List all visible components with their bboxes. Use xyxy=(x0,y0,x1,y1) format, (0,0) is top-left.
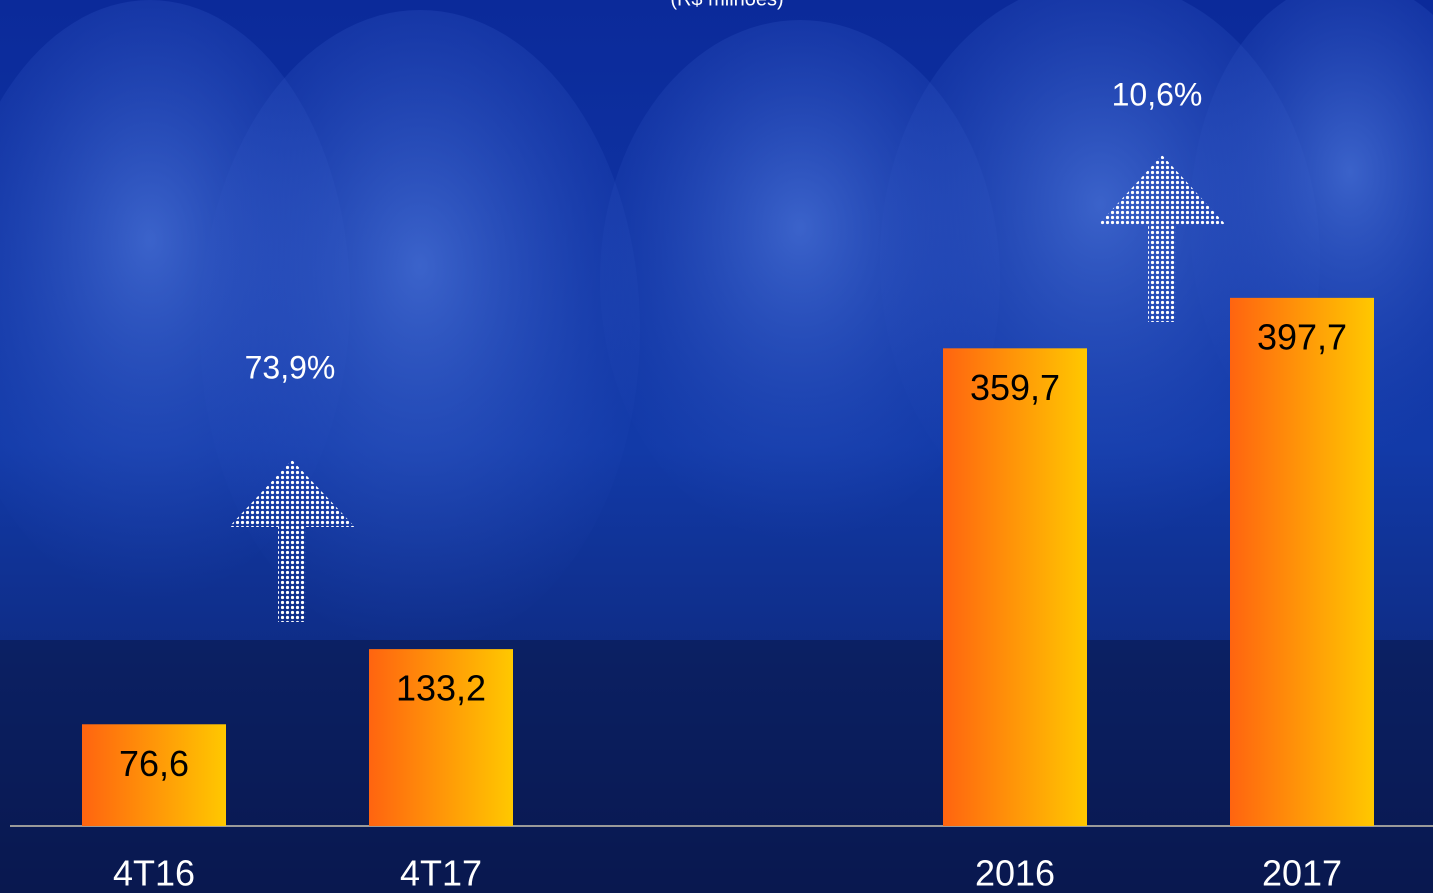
subtitle: (R$ milhões) xyxy=(670,0,783,10)
annotation: 73,9% xyxy=(245,349,336,385)
arrow-up xyxy=(229,460,355,622)
x-tick-label: 2017 xyxy=(1262,853,1342,893)
x-tick-label: 2016 xyxy=(975,853,1055,893)
arrow-up xyxy=(1098,155,1226,322)
bar xyxy=(369,649,513,826)
bar xyxy=(82,724,226,826)
x-tick-label: 4T16 xyxy=(113,853,195,893)
value-label: 359,7 xyxy=(970,367,1060,408)
x-tick-label: 4T17 xyxy=(400,853,482,893)
value-label: 133,2 xyxy=(396,668,486,709)
bar xyxy=(1230,297,1374,827)
bar xyxy=(943,348,1087,826)
value-label: 397,7 xyxy=(1257,316,1347,357)
value-label: 76,6 xyxy=(119,743,189,784)
annotation: 10,6% xyxy=(1112,76,1203,112)
